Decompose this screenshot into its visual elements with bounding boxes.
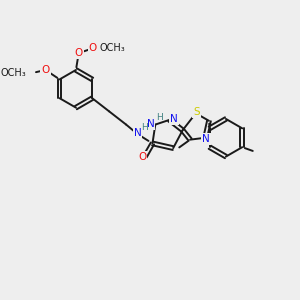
Text: N: N xyxy=(147,118,154,129)
Text: N: N xyxy=(170,114,178,124)
Text: OCH₃: OCH₃ xyxy=(1,68,27,78)
Text: O: O xyxy=(89,43,97,53)
Text: N: N xyxy=(134,128,141,138)
Text: H: H xyxy=(156,112,163,122)
Text: O: O xyxy=(41,65,50,75)
Text: O: O xyxy=(75,48,83,58)
Text: OCH₃: OCH₃ xyxy=(100,43,125,53)
Text: S: S xyxy=(194,107,200,117)
Text: O: O xyxy=(138,152,146,162)
Text: H: H xyxy=(141,123,147,132)
Text: N: N xyxy=(202,134,210,144)
Text: O: O xyxy=(75,48,83,58)
